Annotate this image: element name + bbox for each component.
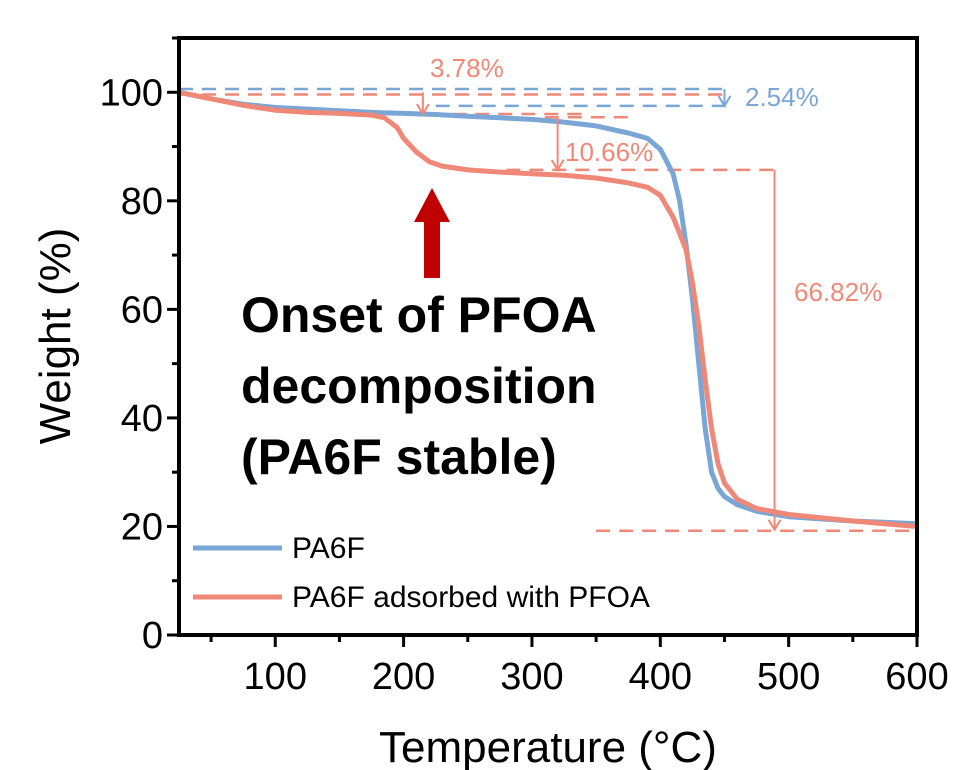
y-tick-label: 0: [142, 615, 163, 657]
legend-label-pa6f: PA6F: [292, 532, 365, 565]
y-axis-label: Weight (%): [31, 228, 80, 445]
annotation-label: 10.66%: [565, 137, 653, 167]
tick-layer: 100 200 300 400 500 600 0 20 40 60 80 100: [100, 36, 949, 698]
arrow-66-82-head: [767, 519, 782, 532]
y-tick-label: 80: [121, 181, 163, 223]
x-tick-label: 500: [757, 656, 820, 698]
x-tick-label: 600: [885, 656, 948, 698]
callout-line-1: Onset of PFOA: [241, 287, 597, 343]
callout-line-3: (PA6F stable): [241, 429, 557, 485]
y-tick-label: 40: [121, 398, 163, 440]
series-layer: [178, 89, 918, 529]
arrow-10-66-head: [550, 159, 565, 172]
annotation-label: 3.78%: [430, 53, 504, 83]
annotation-layer: 3.78% 2.54% 10.66% 66.82%: [416, 53, 882, 532]
x-tick-label: 200: [372, 656, 435, 698]
y-tick-label: 20: [121, 506, 163, 548]
series-line-0: [178, 89, 918, 527]
series-line-1: [178, 89, 918, 529]
legend-label-pa6f-pfoa: PA6F adsorbed with PFOA: [292, 581, 650, 614]
callout: Onset of PFOA decomposition (PA6F stable…: [241, 188, 597, 485]
y-tick-label: 60: [121, 289, 163, 331]
arrow-2-54-head: [717, 95, 732, 108]
arrow-3-78-head: [416, 103, 430, 116]
x-tick-label: 100: [244, 656, 307, 698]
y-tick-label: 100: [100, 72, 163, 114]
legend: PA6F PA6F adsorbed with PFOA: [193, 532, 650, 614]
plot-frame: [177, 36, 919, 637]
annotation-label: 2.54%: [745, 82, 819, 112]
callout-arrow: [414, 188, 450, 278]
x-tick-label: 400: [629, 656, 692, 698]
x-axis-label: Temperature (°C): [379, 723, 717, 770]
x-tick-label: 300: [500, 656, 563, 698]
annotation-label: 66.82%: [794, 277, 882, 307]
callout-line-2: decomposition: [241, 358, 597, 414]
